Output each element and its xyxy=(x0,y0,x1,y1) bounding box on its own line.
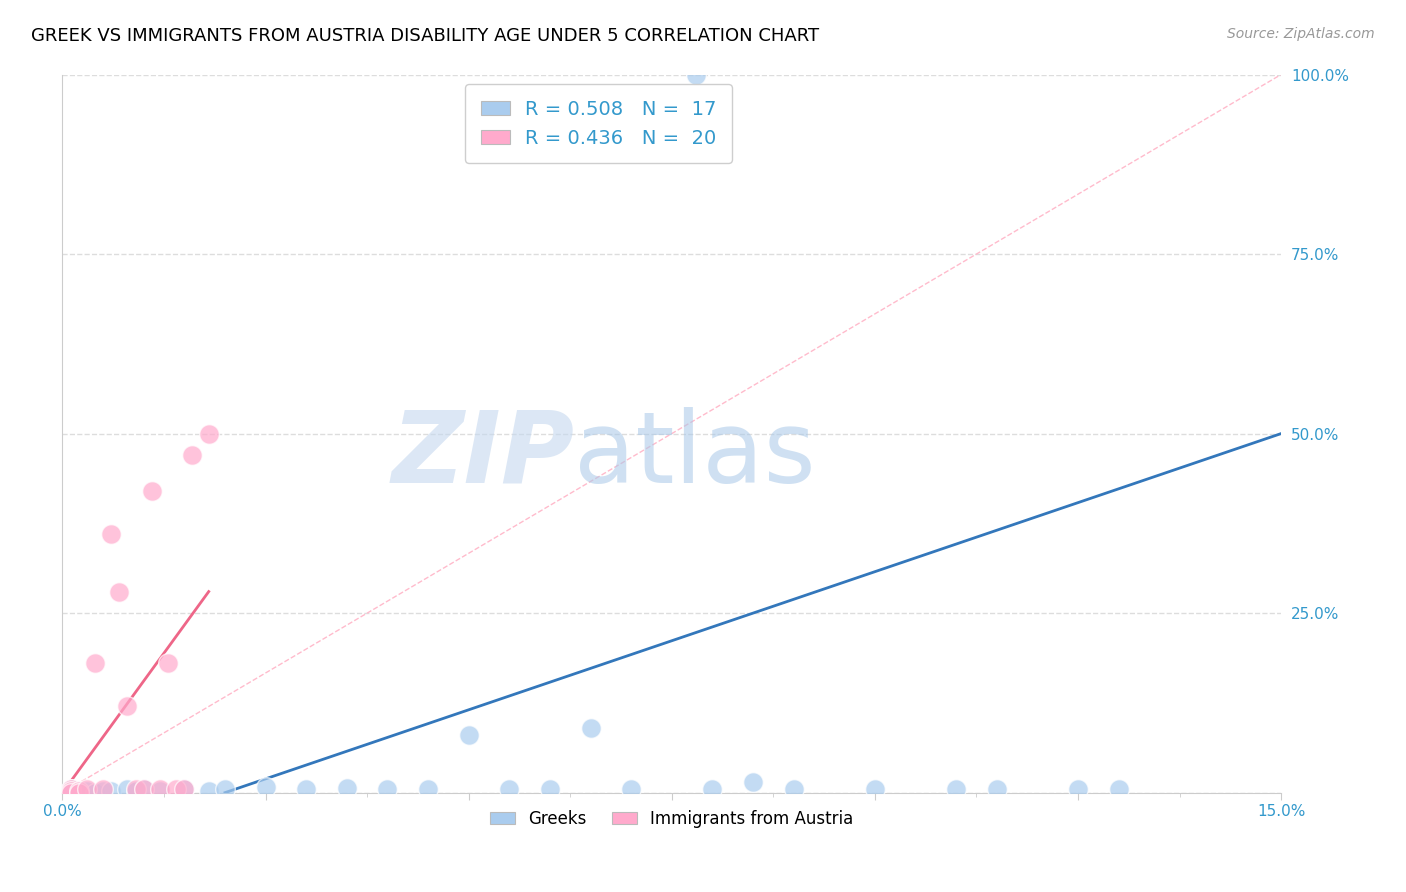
Point xyxy=(132,782,155,797)
Point xyxy=(945,782,967,797)
Point xyxy=(742,775,765,789)
Point xyxy=(986,782,1008,797)
Point xyxy=(59,784,82,798)
Point xyxy=(100,527,122,541)
Point xyxy=(108,584,131,599)
Point xyxy=(416,782,439,797)
Point xyxy=(59,786,82,800)
Point xyxy=(782,782,804,797)
Point xyxy=(173,782,195,797)
Point xyxy=(67,783,90,797)
Point xyxy=(295,782,318,797)
Point xyxy=(1108,782,1130,797)
Point xyxy=(149,782,172,797)
Text: GREEK VS IMMIGRANTS FROM AUSTRIA DISABILITY AGE UNDER 5 CORRELATION CHART: GREEK VS IMMIGRANTS FROM AUSTRIA DISABIL… xyxy=(31,27,820,45)
Point xyxy=(100,784,122,798)
Point xyxy=(538,782,561,797)
Point xyxy=(685,68,707,82)
Point xyxy=(173,782,195,797)
Point xyxy=(457,728,479,742)
Point xyxy=(67,786,90,800)
Legend: Greeks, Immigrants from Austria: Greeks, Immigrants from Austria xyxy=(484,804,860,835)
Point xyxy=(76,782,98,797)
Point xyxy=(124,783,146,797)
Point xyxy=(377,782,399,797)
Text: Source: ZipAtlas.com: Source: ZipAtlas.com xyxy=(1227,27,1375,41)
Point xyxy=(91,783,114,797)
Point xyxy=(141,483,163,498)
Point xyxy=(157,657,180,671)
Point xyxy=(165,782,187,797)
Point xyxy=(124,782,146,797)
Point xyxy=(84,786,107,800)
Point xyxy=(59,782,82,797)
Point xyxy=(59,786,82,800)
Point xyxy=(702,782,724,797)
Text: atlas: atlas xyxy=(574,407,815,504)
Point xyxy=(84,657,107,671)
Point xyxy=(863,782,886,797)
Point xyxy=(149,783,172,797)
Point xyxy=(91,782,114,797)
Point xyxy=(254,780,277,794)
Point xyxy=(197,426,219,441)
Point xyxy=(197,783,219,797)
Point xyxy=(67,786,90,800)
Point xyxy=(498,782,520,797)
Point xyxy=(181,448,204,462)
Point xyxy=(132,782,155,797)
Point xyxy=(1067,782,1090,797)
Point xyxy=(214,782,236,797)
Point xyxy=(620,782,643,797)
Point xyxy=(67,783,90,797)
Text: ZIP: ZIP xyxy=(391,407,574,504)
Point xyxy=(117,699,139,714)
Point xyxy=(59,782,82,797)
Point xyxy=(59,783,82,797)
Point xyxy=(336,781,359,796)
Point xyxy=(579,721,602,735)
Point xyxy=(76,784,98,798)
Point xyxy=(117,782,139,797)
